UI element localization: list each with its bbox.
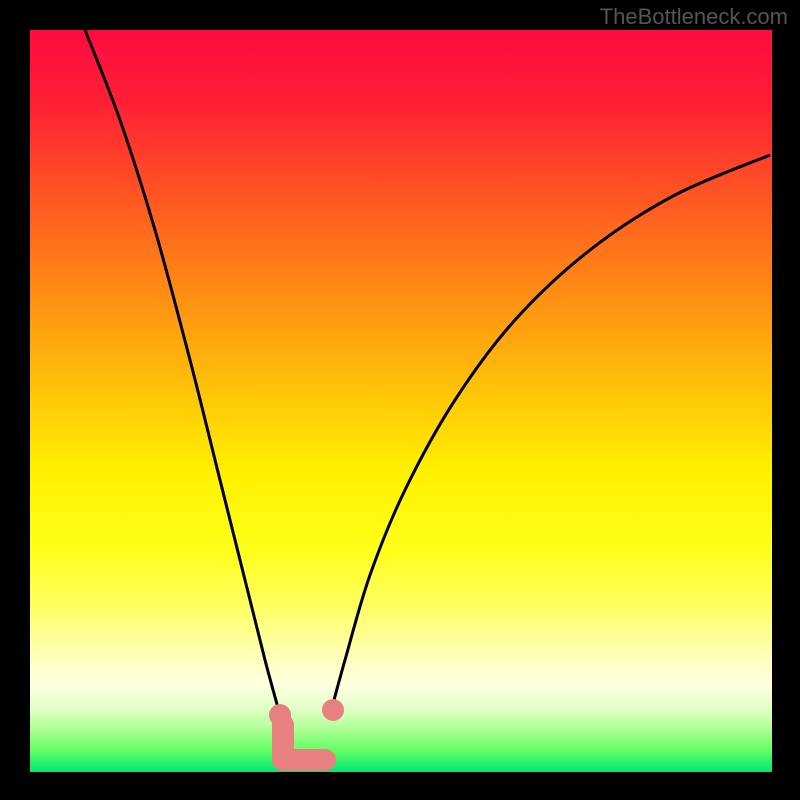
bottleneck-curve-chart — [0, 0, 800, 800]
plot-background — [30, 30, 772, 772]
chart-container: TheBottleneck.com — [0, 0, 800, 800]
watermark-text: TheBottleneck.com — [600, 4, 788, 30]
